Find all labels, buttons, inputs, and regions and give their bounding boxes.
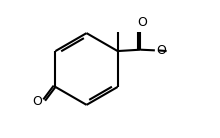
Text: O: O <box>156 44 166 57</box>
Text: O: O <box>32 95 42 108</box>
Text: O: O <box>137 16 147 29</box>
